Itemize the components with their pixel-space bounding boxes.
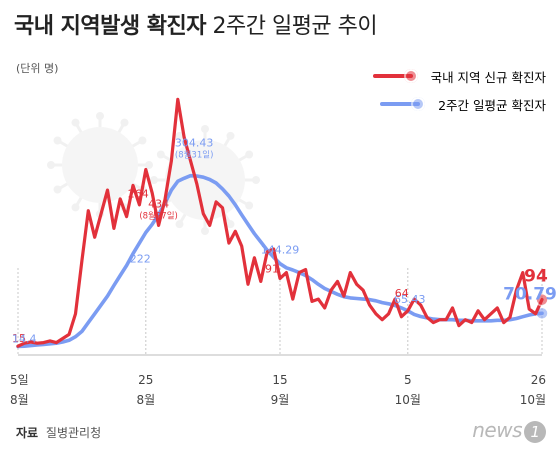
annotation-sublabel: (8월31일) [175,149,214,160]
annotation-label: 64 [395,287,409,300]
legend-label-avg: 2주간 일평균 확진자 [438,97,546,113]
legend-swatch-daily [372,69,418,83]
gridlines [17,268,543,355]
x-tick-day: 5 [404,373,412,387]
news1-logo: news 1 [472,418,546,443]
chart-title: 국내 지역발생 확진자 2주간 일평균 추이 [14,8,378,40]
series-lines [16,97,549,349]
virus-icon [150,125,260,235]
x-tick-day: 26 [531,373,546,387]
annotation-label: 222 [130,253,151,266]
x-axis-ticks: 5일 8월 25 8월 15 9월 5 10월 26 10월 [10,373,546,407]
x-tick-month: 10월 [520,393,546,407]
x-tick-month: 8월 [136,393,155,407]
annotation-label: 94 [524,267,548,287]
legend-item-daily: 국내 지역 신규 확진자 [372,62,546,90]
annotation-label: 15 [12,332,26,345]
two-week-average-line [16,173,544,349]
daily-cases-line [16,97,544,348]
x-tick-month: 9월 [271,393,290,407]
x-tick-month: 8월 [10,393,29,407]
annotation-label: 304.43 [175,136,214,149]
source-key: 자료 [16,426,39,440]
chart-title-rest: 2주간 일평균 추이 [212,14,378,39]
legend-label-daily: 국내 지역 신규 확진자 [430,69,546,85]
source-note: 자료 질병관리청 [16,424,101,441]
legend-swatch-avg [380,97,426,111]
annotation-label: 144.29 [261,244,300,257]
annotation-sublabel: (8월27일) [139,210,178,221]
logo-number: 1 [524,421,546,443]
unit-label: (단위 명) [16,62,59,75]
chart-title-bold: 국내 지역발생 확진자 [14,14,206,39]
daily-end-point [535,292,549,307]
x-tick-day: 5일 [10,373,29,387]
x-tick-day: 15 [272,373,287,387]
x-tick-month: 10월 [395,393,421,407]
annotation-label: 65.43 [394,293,426,306]
source-value: 질병관리청 [45,426,102,440]
annotation-label: 264 [128,188,149,201]
annotation-label: 91 [265,262,279,275]
annotation-label: 14.4 [12,333,37,346]
legend: 국내 지역 신규 확진자 2주간 일평균 확진자 [372,62,546,118]
x-tick-day: 25 [138,373,153,387]
legend-item-avg: 2주간 일평균 확진자 [373,90,546,118]
annotation-label: 434 [148,197,169,210]
logo-text: news [472,418,522,442]
annotation-label: 70.79 [503,284,557,304]
